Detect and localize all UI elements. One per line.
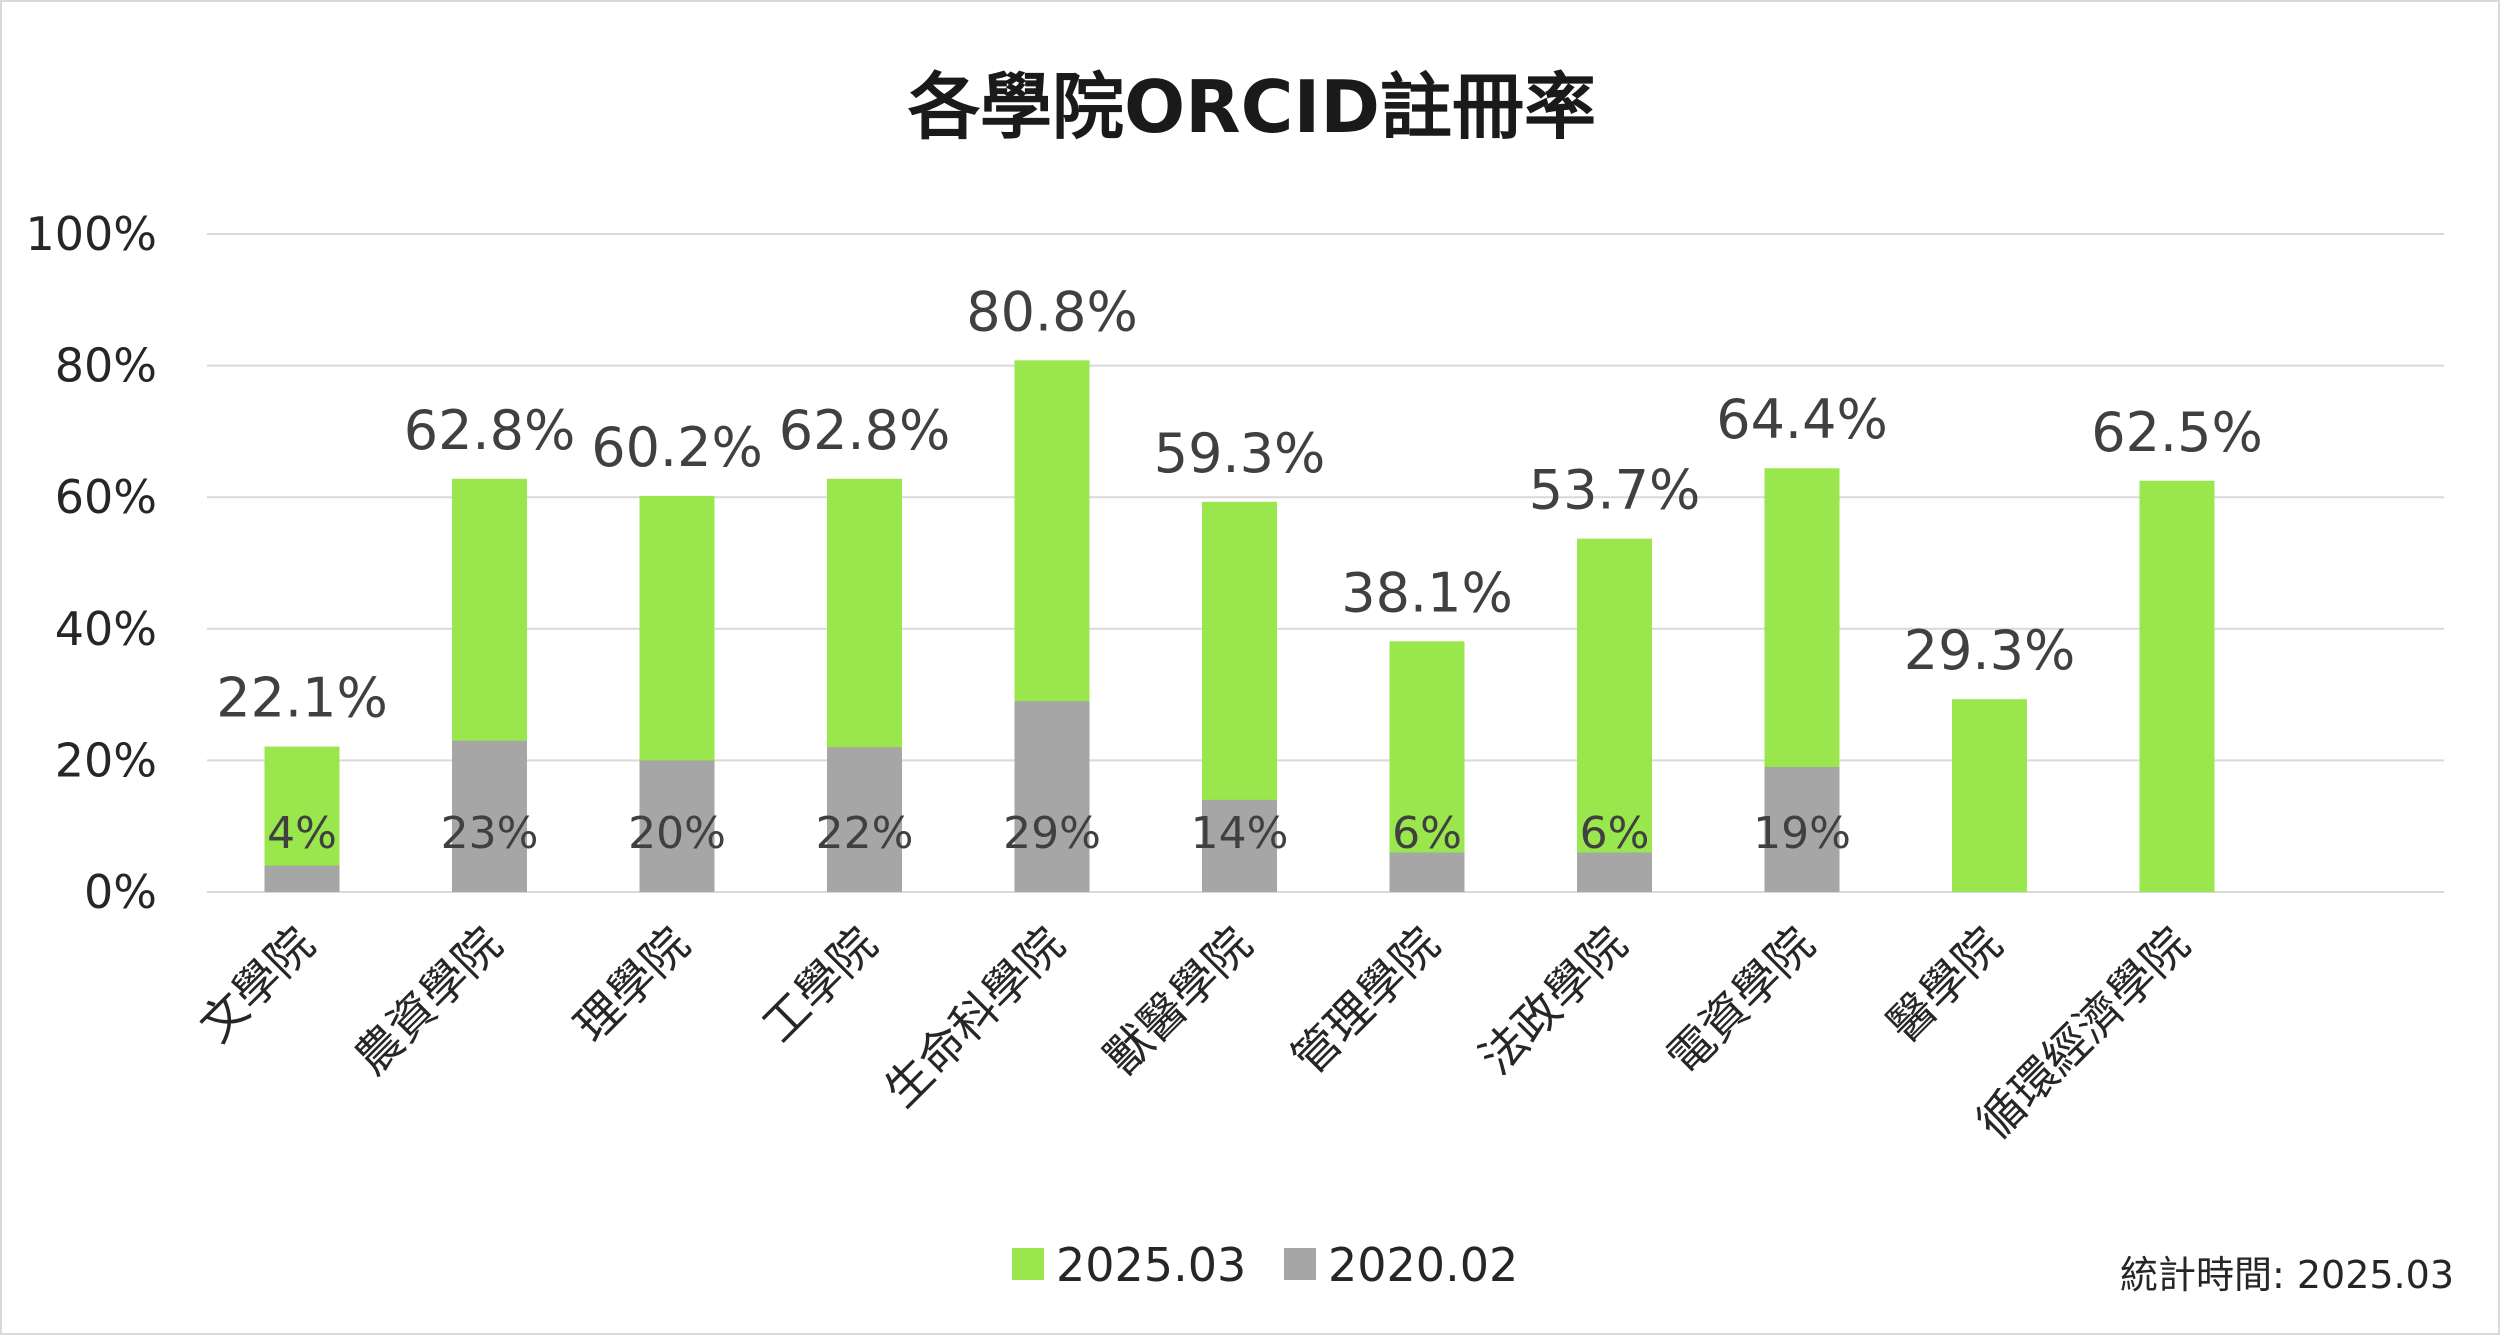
data-label-2025: 22.1% [216, 667, 388, 730]
data-label-2025: 60.2% [591, 416, 763, 479]
data-label-2020: 4% [267, 808, 337, 859]
data-label-2025: 29.3% [1904, 619, 2076, 682]
bar-2020-0 [264, 865, 340, 892]
bar-2020-5 [1202, 799, 1277, 892]
data-label-2020: 19% [1753, 808, 1851, 859]
footnote: 統計時間: 2025.03 [2120, 1253, 2454, 1297]
data-label-2025: 62.8% [404, 399, 576, 462]
y-tick-label: 60% [55, 470, 157, 524]
data-label-2020: 6% [1392, 808, 1462, 859]
y-tick-label: 0% [84, 865, 157, 919]
x-category-label: 醫學院 [1877, 917, 2013, 1053]
legend-swatch-2025 [1012, 1248, 1044, 1280]
data-label-2025: 38.1% [1341, 561, 1513, 624]
y-axis-ticks: 0% 20% 40% 60% 80% 100% [25, 207, 157, 919]
y-tick-label: 100% [25, 207, 157, 261]
data-label-2025: 53.7% [1529, 459, 1701, 522]
data-label-2025: 59.3% [1154, 422, 1326, 485]
data-label-2020: 22% [816, 808, 914, 859]
data-label-2020: 29% [1003, 808, 1101, 859]
x-category-label: 管理學院 [1281, 917, 1449, 1085]
y-tick-label: 40% [55, 602, 157, 656]
x-category-label: 法政學院 [1469, 917, 1637, 1085]
data-label-2025: 62.8% [779, 399, 951, 462]
y-tick-label: 80% [55, 339, 157, 393]
bar-2020-4 [1014, 701, 1090, 892]
data-label-2025: 80.8% [966, 280, 1138, 343]
x-category-label: 文學院 [189, 917, 325, 1053]
legend: 2025.03 2020.02 [1012, 1238, 1518, 1292]
legend-swatch-2020 [1284, 1248, 1316, 1280]
gridlines [207, 233, 2444, 893]
x-category-label: 生命科學院 [874, 917, 1075, 1118]
bar-2020-2 [639, 760, 715, 892]
x-category-label: 電資學院 [1656, 917, 1824, 1085]
x-category-label: 理學院 [564, 917, 700, 1053]
x-category-label: 農資學院 [344, 917, 512, 1085]
y-tick-label: 20% [55, 733, 157, 787]
legend-label-2020: 2020.02 [1328, 1238, 1518, 1292]
x-category-label: 獸醫學院 [1094, 917, 1262, 1085]
bar-2025-10 [2139, 480, 2215, 892]
bar-2025-7 [1577, 538, 1652, 892]
bar-2020-8 [1764, 766, 1840, 892]
bar-2025-6 [1389, 641, 1465, 892]
data-label-2020: 20% [628, 808, 726, 859]
bars [264, 360, 2215, 892]
data-labels: 22.1% 4% 62.8% 23% 60.2% 20% 62.8% 22% 80.8% 29% 5… [216, 280, 2263, 859]
data-label-2020: 6% [1580, 808, 1650, 859]
x-category-label: 工學院 [752, 917, 888, 1053]
legend-label-2025: 2025.03 [1056, 1238, 1246, 1292]
data-label-2025: 64.4% [1716, 388, 1888, 451]
bar-2020-1 [452, 740, 527, 892]
bar-2020-3 [827, 747, 902, 892]
chart-title: 各學院ORCID註冊率 [908, 65, 1596, 149]
data-label-2020: 14% [1191, 808, 1289, 859]
data-label-2020: 23% [441, 808, 539, 859]
data-label-2025: 62.5% [2091, 401, 2263, 464]
bar-2020-7 [1577, 852, 1652, 892]
bar-2020-6 [1389, 852, 1465, 892]
bar-2025-9 [1952, 699, 2027, 892]
